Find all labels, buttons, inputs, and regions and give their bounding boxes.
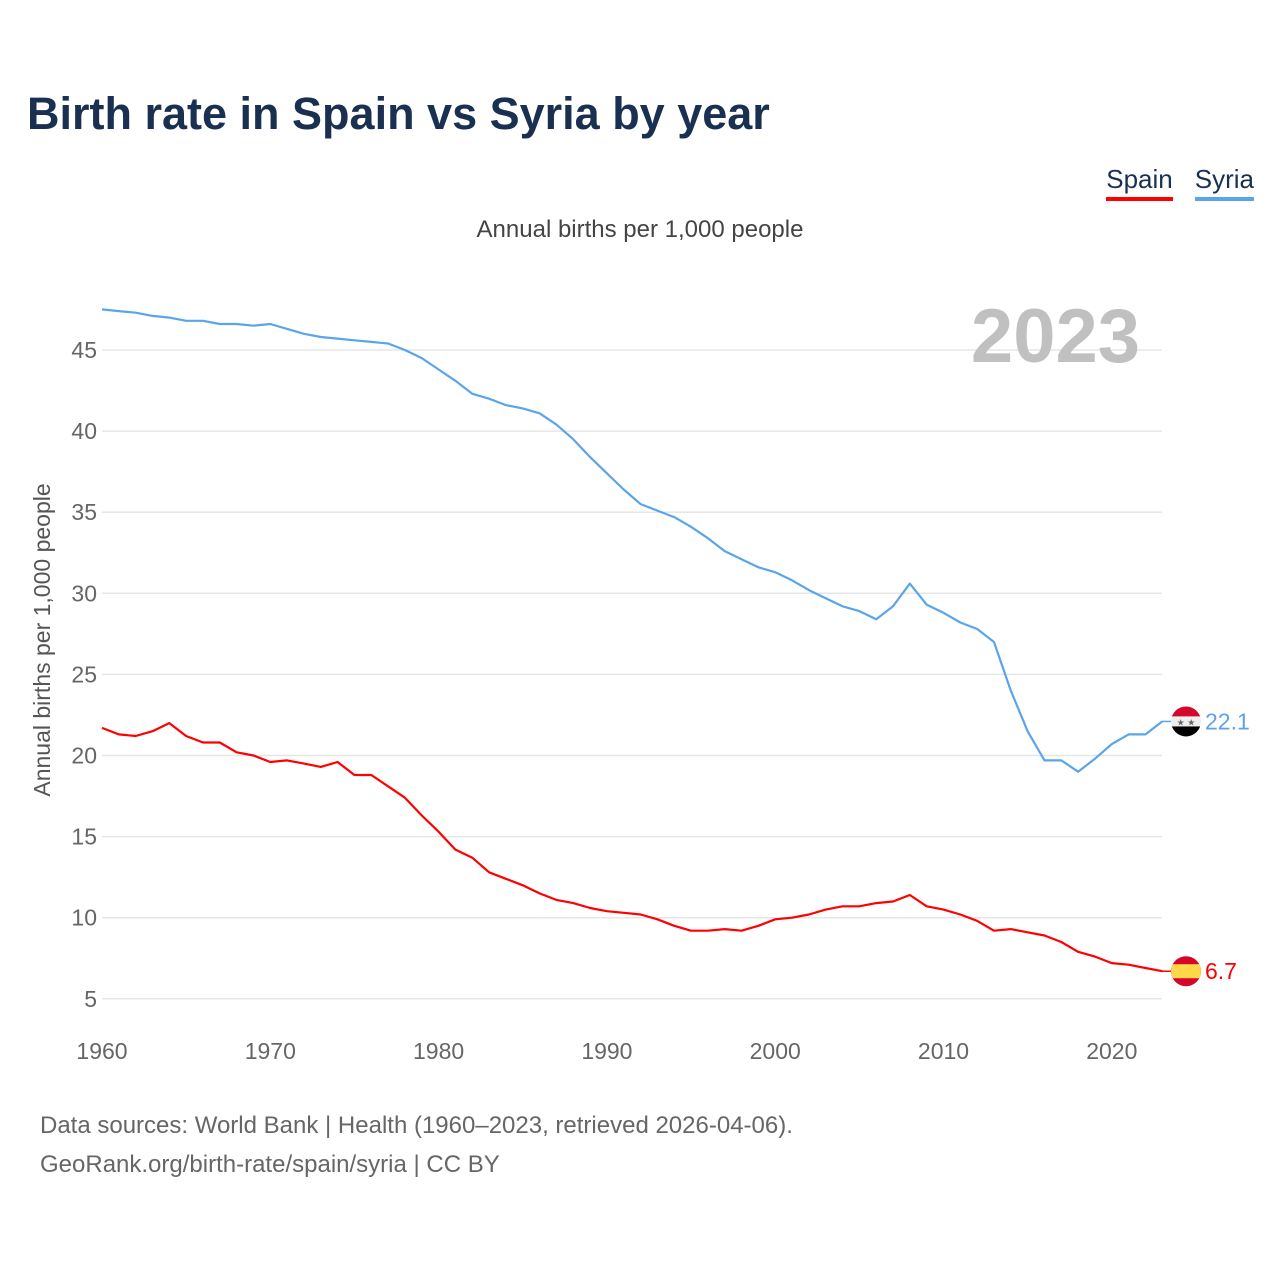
x-tick-label: 2020 [1086,1038,1137,1064]
y-tick-label: 35 [71,499,97,525]
y-tick-label: 10 [71,905,97,931]
y-tick-label: 40 [71,418,97,444]
x-tick-label: 1990 [581,1038,632,1064]
y-tick-label: 25 [71,661,97,687]
flag-stripe [1171,726,1201,737]
flag-body [1171,956,1201,987]
x-tick-label: 2010 [918,1038,969,1064]
x-tick-label: 2000 [750,1038,801,1064]
chart-subtitle: Annual births per 1,000 people [476,216,804,243]
y-tick-label: 30 [71,580,97,606]
x-tick-label: 1970 [245,1038,296,1064]
flag-stripe [1171,716,1201,727]
flag-stripe [1171,964,1201,979]
flag-stars: ★ ★ [1177,717,1196,727]
y-tick-label: 15 [71,824,97,850]
y-tick-label: 45 [71,337,97,363]
source-line-2[interactable]: GeoRank.org/birth-rate/spain/syria | CC … [40,1151,500,1178]
source-line-1: Data sources: World Bank | Health (1960–… [40,1112,793,1139]
chart-title: Birth rate in Spain vs Syria by year [27,88,770,139]
end-value-label-syria: 22.1 [1205,708,1250,734]
year-watermark: 2023 [971,294,1140,379]
y-tick-label: 20 [71,743,97,769]
series-line-syria [101,308,1163,773]
legend-syria[interactable]: Syria [1194,164,1254,201]
spain-flag-icon [1171,956,1201,987]
data-source: Data sources: World Bank | Health (1960–… [40,1106,793,1184]
legend-spain[interactable]: Spain [1106,164,1173,201]
series-line-spain [101,721,1163,973]
flag-body: ★ ★ [1171,706,1201,737]
y-tick-label: 5 [84,986,97,1012]
legend: Spain Syria [1106,164,1254,201]
x-tick-label: 1980 [413,1038,464,1064]
syria-flag-icon: ★ ★ [1171,706,1201,737]
y-axis-label: Annual births per 1,000 people [29,483,55,796]
x-tick-label: 1960 [76,1038,127,1064]
end-value-label-spain: 6.7 [1205,958,1237,984]
flag-stripe [1171,706,1201,717]
